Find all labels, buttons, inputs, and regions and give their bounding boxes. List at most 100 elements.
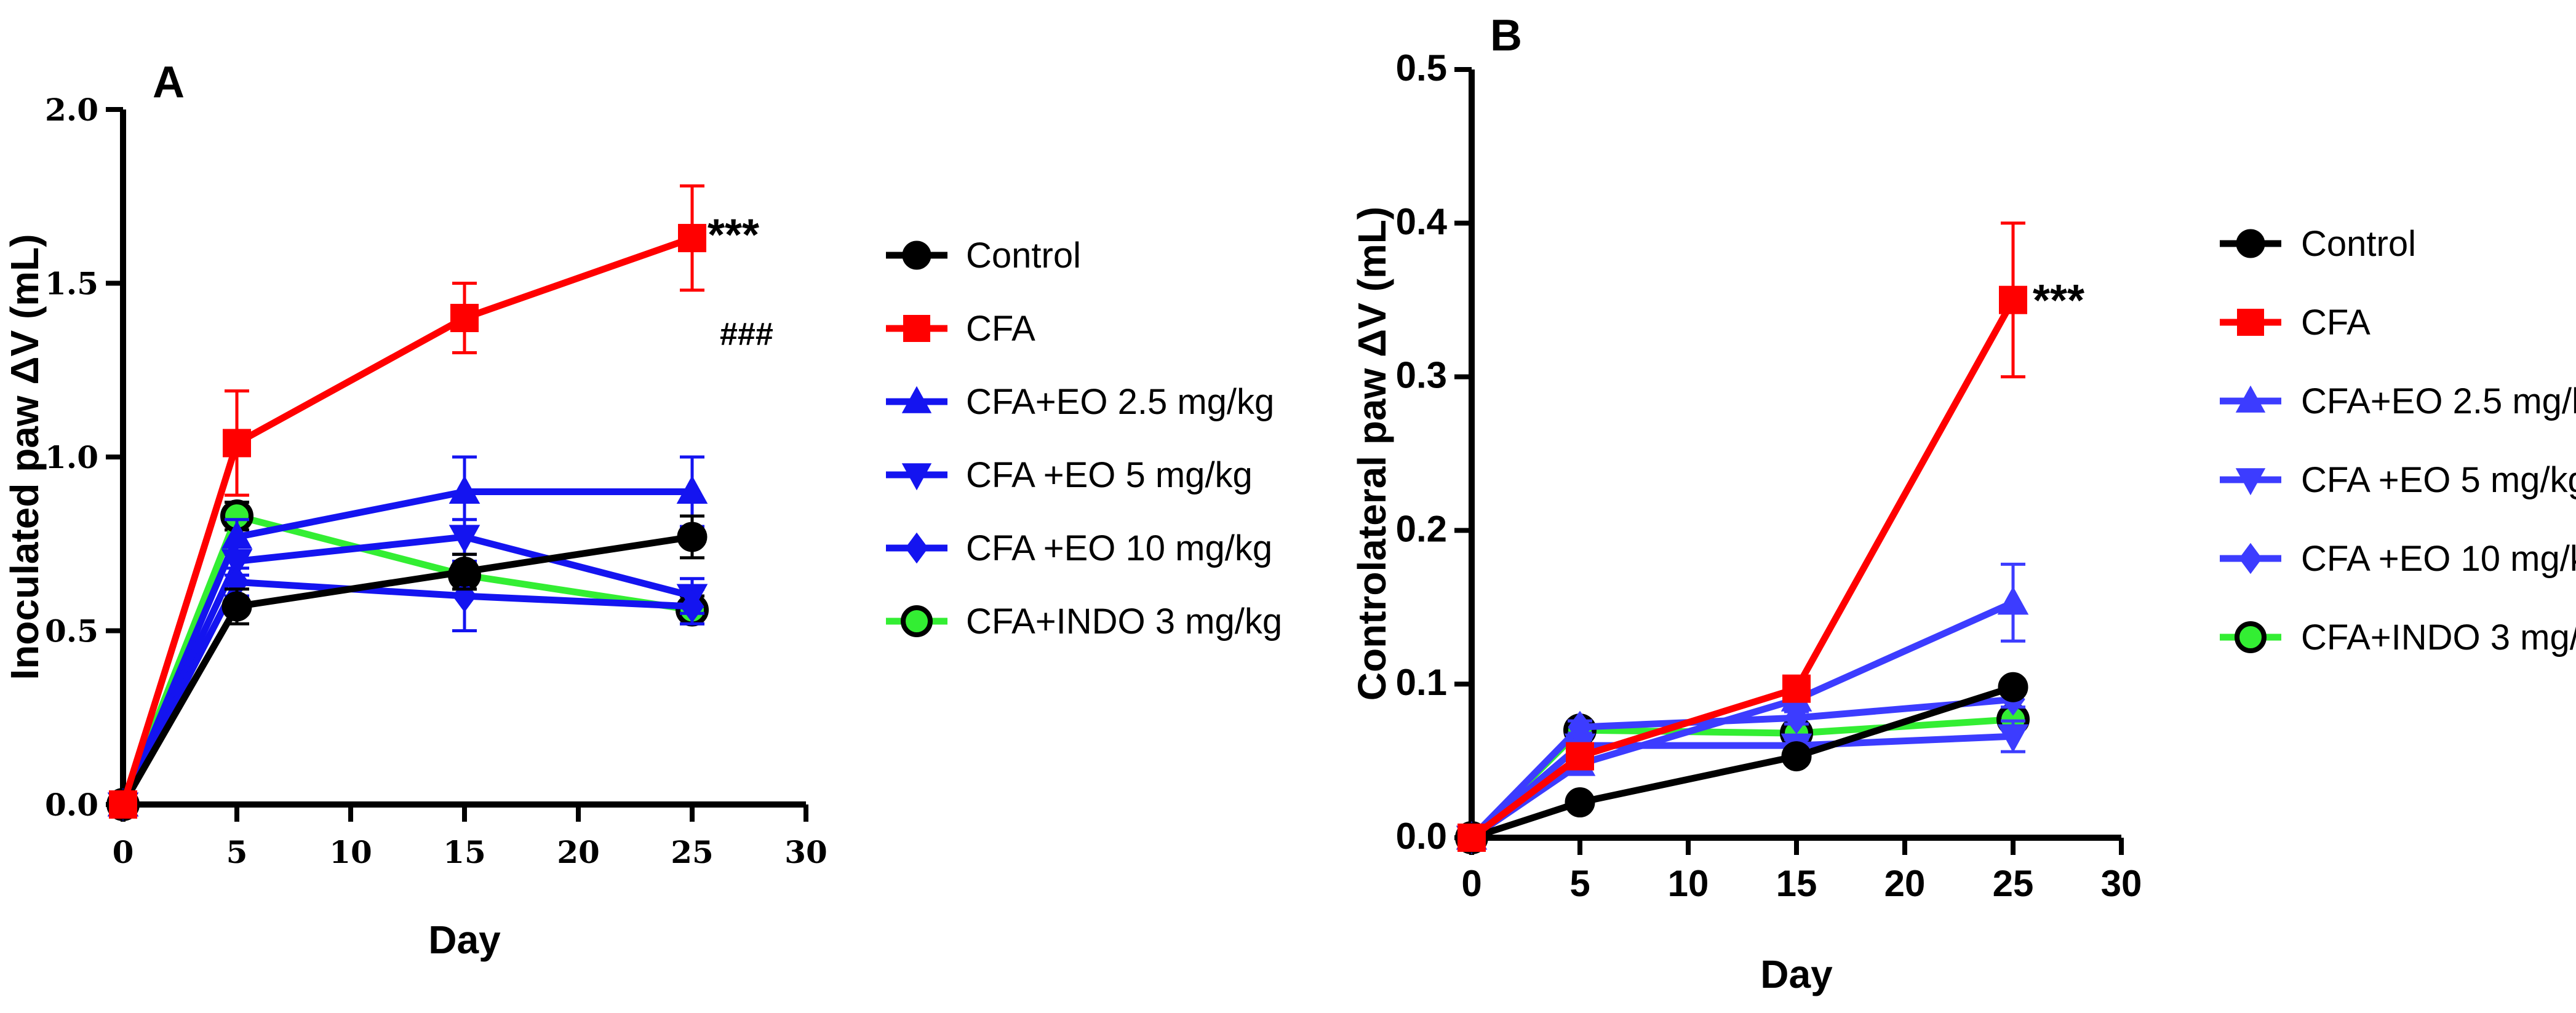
legend-item: CFA+EO 2.5 mg/kg	[886, 382, 1274, 422]
legend: Control CFA CFA+EO 2.5 mg/kg CFA +EO 5 mg/k…	[886, 236, 1282, 642]
legend-marker	[901, 386, 932, 413]
series-line	[119, 512, 696, 808]
legend-marker	[2235, 385, 2266, 413]
data-point	[449, 475, 481, 504]
data-point	[1782, 674, 1811, 703]
significance-annotation: ***	[2033, 276, 2084, 325]
x-tick-label: 30	[784, 834, 827, 870]
series-cfa	[109, 184, 706, 819]
x-tick-label: 25	[671, 834, 714, 870]
data-point	[677, 522, 708, 552]
x-tick-label: 10	[1668, 863, 1709, 904]
significance-annotation: ***	[708, 210, 759, 260]
y-tick-label: 0.0	[1396, 816, 1447, 857]
x-axis-title: Day	[1760, 952, 1833, 996]
x-tick-label: 20	[1884, 863, 1926, 904]
data-point	[680, 590, 704, 623]
chart-panel-a: A 0 5 10 15 20 25 30 0.0 0.5 1.0 1.5 2.0 Day Inoculate…	[2, 58, 1282, 962]
y-tick-label: 0.3	[1396, 355, 1447, 396]
series-line	[1468, 296, 2017, 841]
legend-label: CFA +EO 5 mg/kg	[966, 455, 1253, 495]
data-point	[1784, 701, 1809, 734]
legend-marker	[902, 240, 931, 270]
x-tick-label: 0	[1461, 863, 1481, 904]
legend-marker	[2235, 621, 2267, 653]
x-tick-label: 20	[557, 834, 600, 870]
x-tick-label: 15	[443, 834, 486, 870]
data-point	[1457, 824, 1486, 852]
legend-item: CFA+EO 2.5 mg/kg	[2220, 381, 2576, 421]
series-line	[1468, 733, 2017, 841]
legend-marker	[2239, 542, 2262, 574]
legend-marker	[2235, 468, 2266, 496]
data-point	[221, 549, 253, 578]
y-tick-label: 0.1	[1396, 662, 1447, 703]
legend-label: CFA +EO 10 mg/kg	[2301, 539, 2576, 579]
panel-label: A	[153, 58, 185, 107]
legend-label: CFA +EO 5 mg/kg	[2301, 460, 2576, 500]
y-tick-label: 0.0	[45, 787, 98, 823]
y-axis-title: Inoculated paw ΔV (mL)	[2, 234, 47, 680]
series-line	[119, 533, 696, 808]
data-point	[1781, 741, 1812, 772]
legend-label: CFA +EO 10 mg/kg	[966, 528, 1272, 568]
legend-marker	[905, 532, 928, 564]
y-tick-label: 0.5	[1396, 47, 1447, 89]
legend-item: CFA+INDO 3 mg/kg	[2220, 618, 2576, 657]
legend-label: Control	[966, 236, 1081, 276]
legend-label: CFA+EO 2.5 mg/kg	[2301, 381, 2576, 421]
chart-panel-b: B 0 5 10 15 20 25 30 0.0 0.1 0.2 0.3 0.4 0.5 Day Contro…	[1350, 11, 2576, 996]
legend-item: CFA	[2220, 303, 2371, 343]
y-tick-label: 1.5	[45, 266, 98, 302]
data-point	[1998, 672, 2028, 702]
data-point	[109, 790, 137, 819]
x-tick-label: 5	[226, 834, 248, 870]
legend-item: CFA+INDO 3 mg/kg	[886, 602, 1282, 642]
series-cfa	[1457, 221, 2027, 852]
data-point	[449, 525, 481, 554]
series-line	[119, 488, 696, 808]
legend-label: Control	[2301, 224, 2416, 264]
y-tick-label: 2.0	[45, 92, 98, 128]
panel-label: B	[1490, 11, 1522, 60]
data-point	[1999, 285, 2027, 314]
x-tick-label: 25	[1993, 863, 2034, 904]
data-point	[1565, 787, 1595, 818]
data-point	[223, 429, 251, 458]
x-tick-label: 10	[329, 834, 372, 870]
data-point	[450, 304, 479, 332]
legend-label: CFA+INDO 3 mg/kg	[966, 602, 1282, 642]
data-point	[678, 224, 706, 253]
x-tick-label: 15	[1776, 863, 1817, 904]
series-line	[1468, 683, 2017, 841]
data-point	[1997, 586, 2029, 615]
data-point	[452, 579, 477, 613]
y-tick-label: 0.4	[1396, 201, 1448, 242]
legend-marker	[901, 463, 932, 491]
x-axis-title: Day	[428, 918, 501, 962]
x-tick-label: 5	[1569, 863, 1590, 904]
legend-item: CFA +EO 10 mg/kg	[886, 528, 1272, 568]
legend-item: CFA +EO 5 mg/kg	[886, 455, 1253, 495]
significance-annotation: ###	[720, 317, 773, 352]
legend-label: CFA	[966, 309, 1035, 349]
y-axis-title: Controlateral paw ΔV (mL)	[1350, 207, 1394, 701]
data-point	[1566, 742, 1594, 771]
legend-marker	[901, 605, 933, 637]
y-tick-label: 0.2	[1396, 508, 1447, 549]
data-point	[449, 556, 480, 587]
legend-marker	[2237, 309, 2264, 336]
series-line	[119, 533, 696, 808]
legend-label: CFA+INDO 3 mg/kg	[2301, 618, 2576, 657]
series-cfa-eo-10-mg-kg	[111, 560, 704, 821]
legend-label: CFA+EO 2.5 mg/kg	[966, 382, 1274, 422]
data-point	[221, 520, 253, 549]
series-line	[119, 234, 696, 808]
y-tick-label: 0.5	[45, 613, 98, 650]
data-point	[1568, 710, 1592, 744]
legend-item: CFA	[886, 309, 1035, 349]
legend: Control CFA CFA+EO 2.5 mg/kg CFA +EO 5 mg/k…	[2220, 224, 2576, 657]
data-point	[676, 475, 708, 504]
legend-marker	[2236, 229, 2265, 258]
